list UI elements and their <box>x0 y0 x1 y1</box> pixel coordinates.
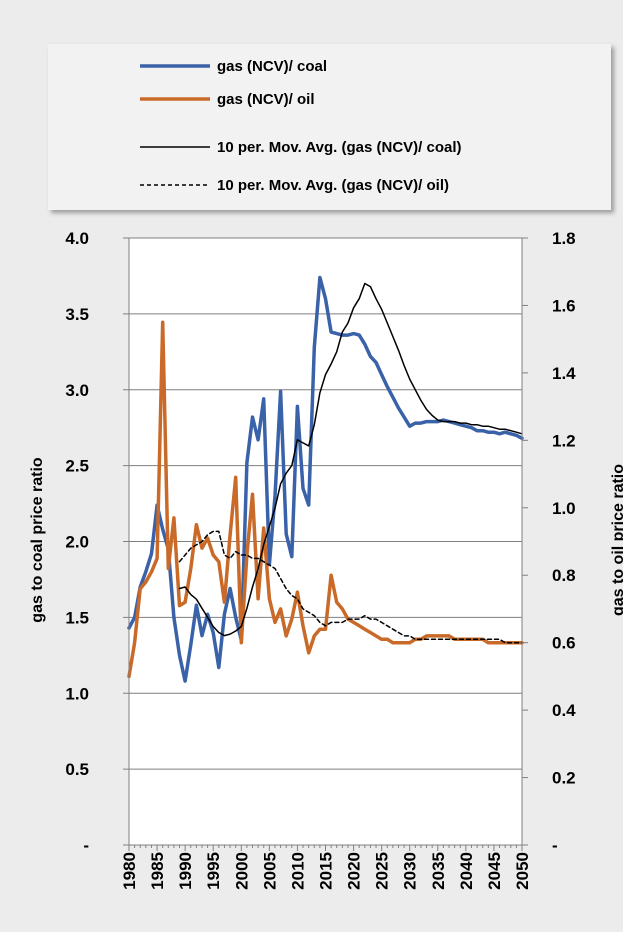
y-right-tick-label: 1.4 <box>552 364 576 383</box>
legend-label-0: gas (NCV)/ coal <box>217 58 327 75</box>
y-left-tick-label: 2.0 <box>65 533 89 552</box>
y-right-tick-label: 1.0 <box>552 499 576 518</box>
x-tick-label: 2000 <box>232 852 251 890</box>
x-tick-label: 1990 <box>176 852 195 890</box>
x-tick-label: 1995 <box>204 852 223 890</box>
series-line-2 <box>178 282 523 637</box>
x-tick-label: 2025 <box>373 852 392 890</box>
legend-label-2: 10 per. Mov. Avg. (gas (NCV)/ coal) <box>217 139 462 156</box>
axes: - 0.5 1.0 1.5 2.0 2.5 3.0 3.5 4.0 - 0.2 0.4 0.6 0.8 1.… <box>29 229 623 890</box>
x-tick-label: 2005 <box>260 852 279 890</box>
y-right-tick-label: 1.6 <box>552 296 576 315</box>
y-left-axis-title: gas to coal price ratio <box>29 457 46 623</box>
series-layer <box>127 275 524 683</box>
y-right-tick-label: 0.8 <box>552 566 576 585</box>
y-right-tick-label: 1.8 <box>552 229 576 248</box>
y-left-tick-label: 2.5 <box>65 457 89 476</box>
y-right-tick-label: 1.2 <box>552 431 576 450</box>
x-tick-label: 2020 <box>345 852 364 890</box>
x-tick-label: 1980 <box>120 852 139 890</box>
legend-label-3: 10 per. Mov. Avg. (gas (NCV)/ oil) <box>217 177 449 194</box>
y-right-tick-label: 0.2 <box>552 769 576 788</box>
x-tick-label: 1985 <box>148 852 167 890</box>
x-tick-label: 2050 <box>513 852 532 890</box>
y-left-tick-label: 3.0 <box>65 381 89 400</box>
x-tick-label: 2040 <box>457 852 476 890</box>
series-line-0 <box>127 275 524 683</box>
y-left-tick-label: 4.0 <box>65 229 89 248</box>
y-left-tick-label: - <box>83 836 89 855</box>
y-left-tick-label: 1.0 <box>65 684 89 703</box>
x-tick-label: 2030 <box>401 852 420 890</box>
y-right-tick-label: 0.6 <box>552 634 576 653</box>
y-right-axis-title: gas to oil price ratio <box>610 464 623 616</box>
y-left-tick-label: 0.5 <box>65 760 89 779</box>
x-tick-label: 2010 <box>288 852 307 890</box>
series-line-3 <box>178 530 523 644</box>
legend-label-1: gas (NCV)/ oil <box>217 91 315 108</box>
x-tick-label: 2035 <box>429 852 448 890</box>
y-left-tick-label: 3.5 <box>65 305 89 324</box>
y-right-tick-label: - <box>552 836 558 855</box>
x-tick-label: 2015 <box>317 852 336 890</box>
y-right-tick-label: 0.4 <box>552 701 576 720</box>
y-left-tick-label: 1.5 <box>65 608 89 627</box>
legend-box <box>48 44 611 210</box>
legend: gas (NCV)/ coal gas (NCV)/ oil 10 per. Mov… <box>140 58 462 194</box>
x-tick-label: 2045 <box>485 852 504 890</box>
